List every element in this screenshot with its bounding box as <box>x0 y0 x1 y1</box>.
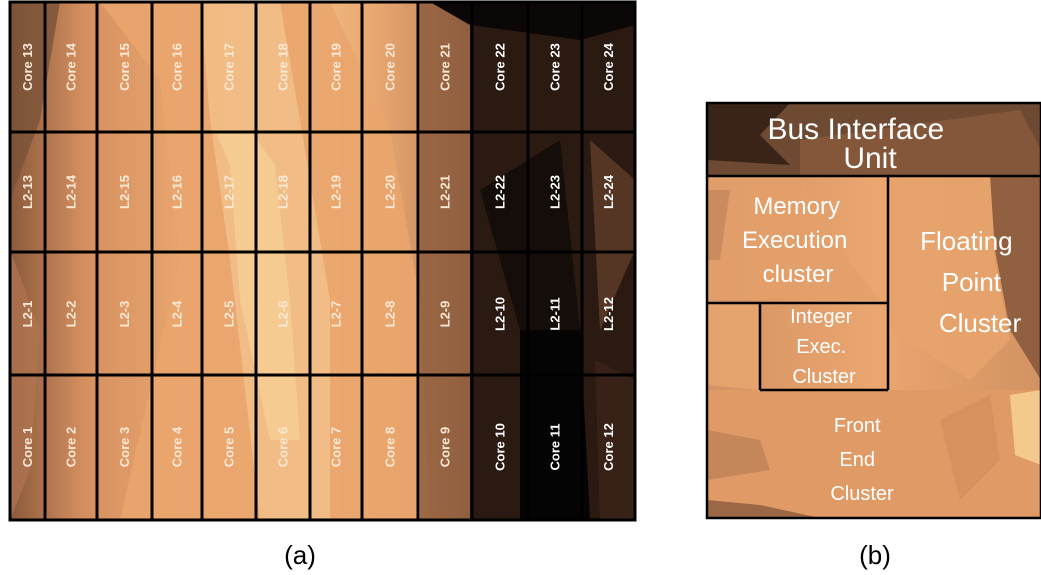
panel-b-contour-mem-cool <box>707 190 730 260</box>
floating-point-line-3: Cluster <box>939 308 1022 338</box>
cell-label-r1-c8: L2-21 <box>438 175 453 209</box>
panel-a-contour-dark-center <box>480 140 580 330</box>
bus-interface-line-2: Unit <box>843 142 897 175</box>
panel-b-contour-fe-cool <box>707 430 770 480</box>
floating-point-line-2: Point <box>942 267 1002 297</box>
bus-interface-line-1: Bus Interface <box>767 113 944 146</box>
cell-label-r1-c0: L2-13 <box>20 175 35 209</box>
cell-label-r2-c10: L2-11 <box>548 297 563 330</box>
cell-label-r2-c6: L2-7 <box>329 301 344 328</box>
cell-label-r3-c0: Core 1 <box>20 427 35 467</box>
cell-label-r0-c6: Core 19 <box>329 43 344 91</box>
cell-label-r3-c2: Core 3 <box>117 427 132 467</box>
cell-label-r0-c8: Core 21 <box>438 43 453 91</box>
cell-label-r0-c11: Core 24 <box>601 42 616 90</box>
panel-b-block-outlines <box>705 101 1041 520</box>
floating-point-label: Floating Point Cluster <box>920 226 1021 338</box>
panel-a-border <box>8 0 637 522</box>
memory-execution-line-3: cluster <box>763 261 834 288</box>
cell-label-r0-c4: Core 17 <box>222 43 237 91</box>
cell-label-r3-c10: Core 11 <box>548 424 563 471</box>
integer-exec-line-2: Exec. <box>796 336 846 358</box>
cell-label-r3-c1: Core 2 <box>64 427 79 467</box>
front-end-line-1: Front <box>834 415 881 437</box>
integer-exec-line-3: Cluster <box>792 366 856 388</box>
cell-label-r1-c11: L2-24 <box>601 174 616 209</box>
front-end-line-2: End <box>839 449 875 471</box>
cell-label-r0-c3: Core 16 <box>170 43 185 91</box>
panel-b-contour-int <box>707 300 760 390</box>
panel-a-contour-darkest-top <box>430 2 635 40</box>
panel-b-contour-fp-warm <box>890 176 1010 380</box>
panel-b-floorplan: Bus Interface Unit Memory Execution clus… <box>705 101 1041 520</box>
cell-label-r2-c4: L2-5 <box>222 301 237 328</box>
panel-a-caption: (a) <box>284 540 316 570</box>
cell-label-r3-c3: Core 4 <box>170 426 185 467</box>
memory-execution-line-1: Memory <box>753 193 840 220</box>
cell-label-r3-c6: Core 7 <box>329 427 344 467</box>
cell-label-r1-c2: L2-15 <box>117 175 132 209</box>
cell-label-r3-c5: Core 6 <box>276 427 291 467</box>
panel-a-cell-labels: Core 13 Core 14 Core 15 Core 16 Core 17 Core … <box>20 42 616 470</box>
panel-a-contour-cool-right <box>590 140 635 330</box>
integer-exec-label: Integer Exec. Cluster <box>790 306 858 388</box>
cell-label-r2-c3: L2-4 <box>170 300 185 328</box>
cell-label-r0-c1: Core 14 <box>64 42 79 90</box>
cell-label-r2-c7: L2-8 <box>383 301 398 328</box>
panel-b-contour-bus-darker <box>707 103 790 165</box>
panel-b-contour-fe-hot <box>1010 390 1041 465</box>
front-end-label: Front End Cluster <box>830 415 894 505</box>
cell-label-r3-c8: Core 9 <box>438 427 453 467</box>
panel-a-grid <box>8 0 637 522</box>
cell-label-r1-c1: L2-14 <box>64 174 79 209</box>
panel-b-contour-mem <box>707 176 880 300</box>
panel-b-contour-fe-cool-2 <box>940 395 1000 500</box>
cell-label-r1-c6: L2-19 <box>329 175 344 209</box>
panel-a-contour-darkest-bottom <box>520 330 590 520</box>
cell-label-r2-c1: L2-2 <box>64 301 79 328</box>
integer-exec-line-1: Integer <box>790 306 853 328</box>
cell-label-r2-c8: L2-9 <box>438 301 453 328</box>
cell-label-r0-c0: Core 13 <box>20 43 35 91</box>
cell-label-r1-c5: L2-18 <box>276 175 291 209</box>
cell-label-r2-c9: L2-10 <box>493 297 508 331</box>
cell-label-r0-c7: Core 20 <box>383 43 398 91</box>
panel-a-contour-cool-left <box>10 2 60 200</box>
memory-execution-label: Memory Execution cluster <box>742 193 854 288</box>
cell-label-r2-c11: L2-12 <box>601 297 616 331</box>
cell-label-r3-c4: Core 5 <box>222 427 237 467</box>
panel-b-caption: (b) <box>859 540 891 570</box>
panel-a-contour-cool-left-low <box>10 250 40 520</box>
floating-point-line-1: Floating <box>920 226 1013 256</box>
memory-execution-line-2: Execution <box>742 227 847 254</box>
cell-label-r1-c10: L2-23 <box>548 175 563 209</box>
cell-label-r0-c10: Core 23 <box>548 43 563 91</box>
panel-b-contour-bus-mid <box>800 110 1041 176</box>
panel-b-border <box>705 101 1041 520</box>
cell-label-r1-c4: L2-17 <box>222 175 237 209</box>
cell-label-r2-c2: L2-3 <box>117 301 132 328</box>
cell-label-r0-c2: Core 15 <box>117 43 132 91</box>
cell-label-r2-c5: L2-6 <box>276 301 291 328</box>
front-end-line-3: Cluster <box>830 483 894 505</box>
cell-label-r1-c7: L2-20 <box>383 175 398 209</box>
cell-label-r1-c9: L2-22 <box>493 175 508 209</box>
cell-label-r0-c5: Core 18 <box>276 43 291 91</box>
cell-label-r3-c7: Core 8 <box>383 427 398 467</box>
cell-label-r2-c0: L2-1 <box>20 301 35 328</box>
panel-a-contour-cool-right-low <box>595 360 635 520</box>
panel-b-contour-fe-dark <box>707 500 820 518</box>
cell-label-r1-c3: L2-16 <box>170 175 185 209</box>
panel-a-heatmap: Core 13 Core 14 Core 15 Core 16 Core 17 Core … <box>8 0 637 522</box>
cell-label-r0-c9: Core 22 <box>493 43 508 91</box>
cell-label-r3-c9: Core 10 <box>493 423 508 471</box>
cell-label-r3-c11: Core 12 <box>601 423 616 471</box>
bus-interface-label: Bus Interface Unit <box>767 113 952 175</box>
panel-b-contour-fp-cool <box>990 176 1041 380</box>
